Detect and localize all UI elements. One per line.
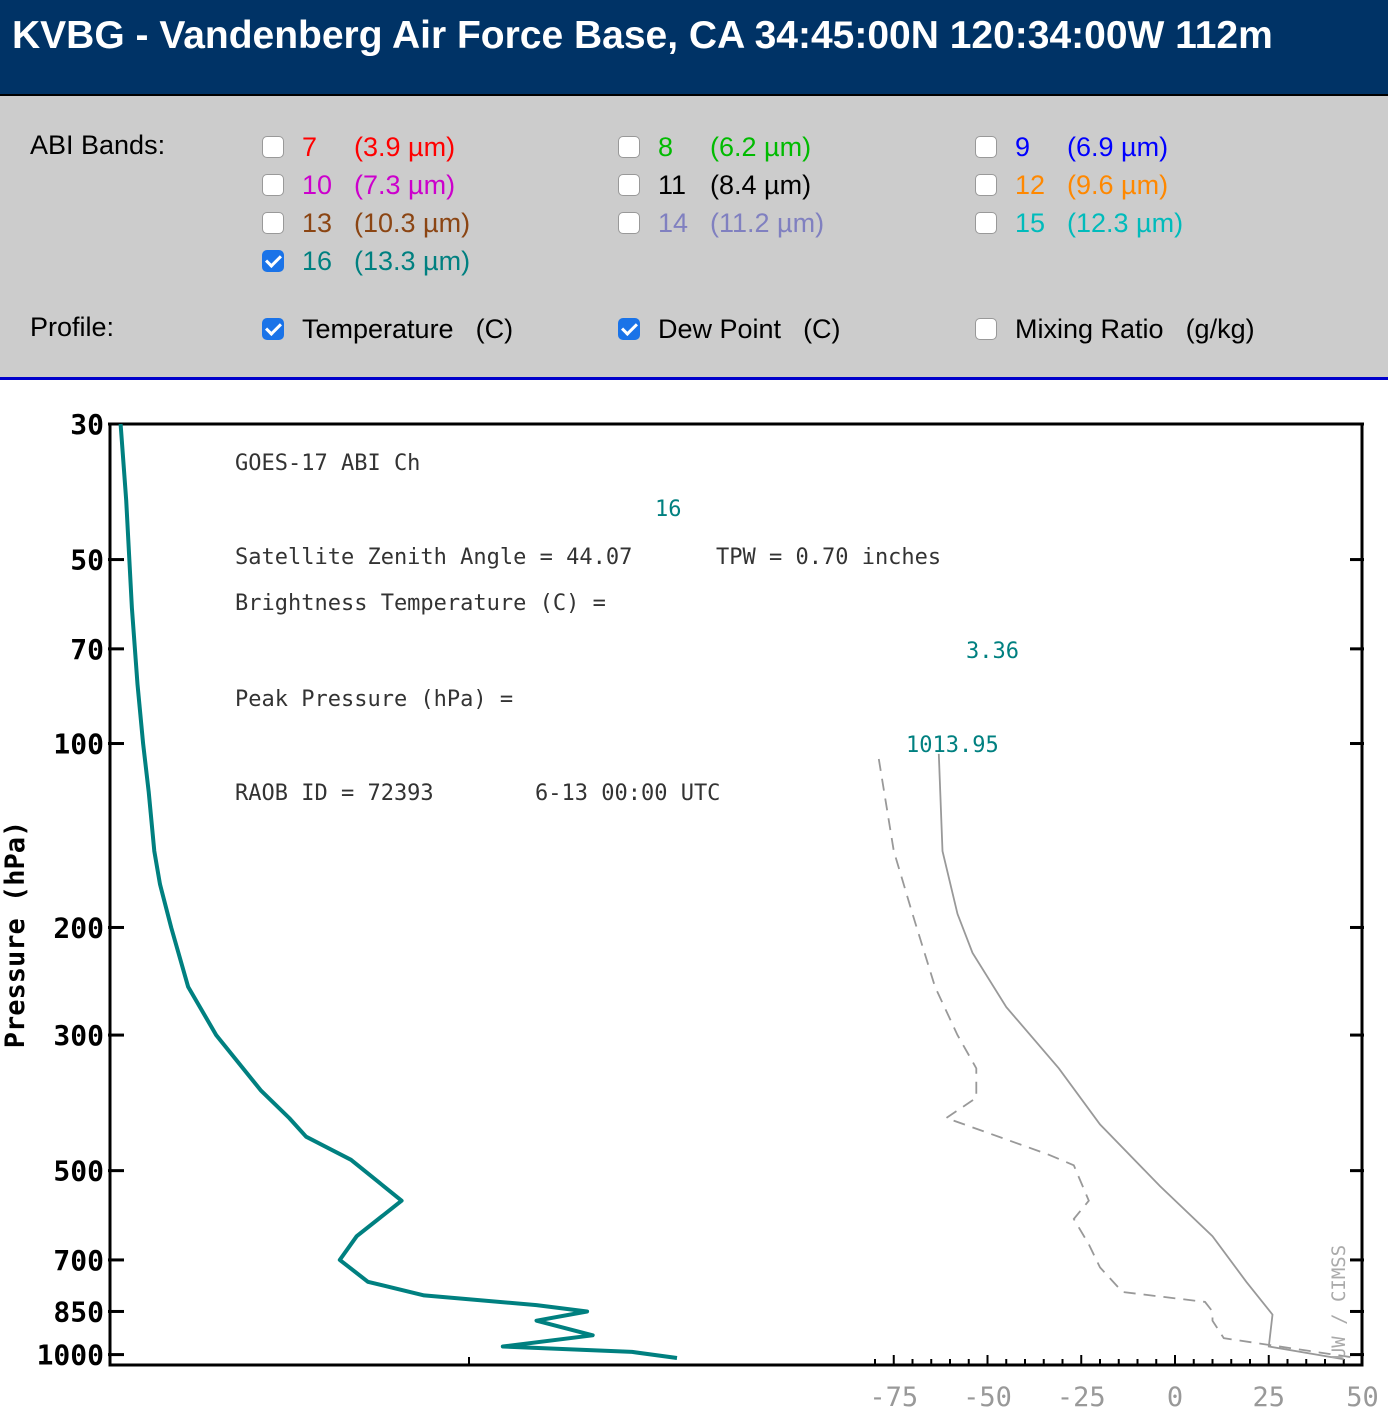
satellite-label: GOES-17 ABI Ch <box>235 451 420 476</box>
credit-label: UW / CIMSS <box>1328 1245 1350 1359</box>
y-tick-label: 850 <box>53 1295 104 1328</box>
band-checkbox-10[interactable] <box>262 174 284 196</box>
y-axis-title: Pressure (hPa) <box>0 821 31 1049</box>
dewpoint-profile-line <box>877 758 1352 1359</box>
plot-area <box>108 422 1364 1367</box>
peak-pressure-label: Peak Pressure (hPa) = <box>235 687 513 712</box>
band-checkbox-16[interactable] <box>262 250 284 272</box>
y-tick-label: 700 <box>53 1244 104 1277</box>
profile-label: Profile: <box>30 312 115 342</box>
band-wavelength: (6.9 µm) <box>1067 131 1169 162</box>
y-tick-label: 300 <box>53 1019 104 1052</box>
band-option-10[interactable]: 10 (7.3 µm) <box>262 168 455 202</box>
peak-pressure-value: 1013.95 <box>906 733 999 758</box>
band-wavelength: (9.6 µm) <box>1067 169 1169 200</box>
brightness-temp-label: Brightness Temperature (C) = <box>235 591 606 616</box>
band-number: 11 <box>658 169 687 200</box>
band-number: 12 <box>1015 169 1046 200</box>
tpw-label: TPW = 0.70 inches <box>716 545 941 570</box>
x-tick-label: -50 <box>963 1382 1012 1413</box>
station-title: KVBG - Vandenberg Air Force Base, CA 34:… <box>12 14 1273 57</box>
band-number: 14 <box>658 207 689 238</box>
x-tick-label: 0 <box>1167 1382 1183 1413</box>
temperature-profile-line <box>937 753 1344 1361</box>
band-wavelength: (11.2 µm) <box>710 207 825 238</box>
band-wavelength: (8.4 µm) <box>710 169 812 200</box>
brightness-temp-value: 3.36 <box>966 639 1019 664</box>
profile-checkbox[interactable] <box>975 318 997 340</box>
band-option-7[interactable]: 7 (3.9 µm) <box>262 130 455 164</box>
band-checkbox-9[interactable] <box>975 136 997 158</box>
band-option-14[interactable]: 14 (11.2 µm) <box>618 206 824 240</box>
band-option-8[interactable]: 8 (6.2 µm) <box>618 130 811 164</box>
band-wavelength: (10.3 µm) <box>354 207 471 238</box>
y-tick-label: 1000 <box>37 1339 104 1372</box>
band-number: 9 <box>1015 131 1031 162</box>
band-option-13[interactable]: 13 (10.3 µm) <box>262 206 470 240</box>
channel-number: 16 <box>655 497 682 522</box>
profile-checkbox[interactable] <box>618 318 640 340</box>
abi-bands-label: ABI Bands: <box>30 130 166 160</box>
y-tick-label: 70 <box>70 633 104 666</box>
profile-option-dew-point[interactable]: Dew Point (C) <box>618 312 841 346</box>
band-number: 7 <box>302 131 318 162</box>
y-tick-label: 100 <box>53 728 104 761</box>
profile-option-unit: (C) <box>803 313 841 344</box>
band-wavelength: (3.9 µm) <box>354 131 456 162</box>
band-wavelength: (13.3 µm) <box>354 245 471 276</box>
band-number: 8 <box>658 131 674 162</box>
band-number: 15 <box>1015 207 1046 238</box>
raob-id-label: RAOB ID = 72393 <box>235 781 434 806</box>
profile-option-label: Temperature <box>302 313 454 344</box>
band-checkbox-12[interactable] <box>975 174 997 196</box>
band-checkbox-14[interactable] <box>618 212 640 234</box>
y-tick-label: 500 <box>53 1155 104 1188</box>
band-checkbox-11[interactable] <box>618 174 640 196</box>
band-number: 16 <box>302 245 333 276</box>
band-checkbox-8[interactable] <box>618 136 640 158</box>
band-wavelength: (6.2 µm) <box>710 131 812 162</box>
profile-checkbox[interactable] <box>262 318 284 340</box>
page-header: KVBG - Vandenberg Air Force Base, CA 34:… <box>0 0 1388 96</box>
band-number: 10 <box>302 169 333 200</box>
band-option-11[interactable]: 11 (8.4 µm) <box>618 168 811 202</box>
band-checkbox-15[interactable] <box>975 212 997 234</box>
y-tick-label: 200 <box>53 911 104 944</box>
band-checkbox-13[interactable] <box>262 212 284 234</box>
band-wavelength: (12.3 µm) <box>1067 207 1184 238</box>
x-tick-label: -75 <box>869 1382 918 1413</box>
band-option-12[interactable]: 12 (9.6 µm) <box>975 168 1168 202</box>
x-tick-label: 50 <box>1346 1382 1379 1413</box>
profile-option-label: Dew Point <box>658 313 782 344</box>
profile-option-unit: (C) <box>475 313 514 344</box>
x-tick-label: 25 <box>1252 1382 1285 1413</box>
band-checkbox-7[interactable] <box>262 136 284 158</box>
profile-option-temperature[interactable]: Temperature (C) <box>262 312 513 346</box>
weighting-function-line <box>118 423 678 1360</box>
zenith-angle-label: Satellite Zenith Angle = 44.07 <box>235 545 632 570</box>
band-wavelength: (7.3 µm) <box>354 169 456 200</box>
profile-option-label: Mixing Ratio <box>1015 313 1164 344</box>
x-tick-label: -25 <box>1057 1382 1106 1413</box>
raob-time-label: 6-13 00:00 UTC <box>535 781 720 806</box>
y-tick-label: 50 <box>70 544 104 577</box>
band-number: 13 <box>302 207 333 238</box>
y-tick-label: 30 <box>70 408 104 441</box>
band-option-15[interactable]: 15 (12.3 µm) <box>975 206 1183 240</box>
band-option-9[interactable]: 9 (6.9 µm) <box>975 130 1168 164</box>
profile-option-mixing-ratio[interactable]: Mixing Ratio (g/kg) <box>975 312 1255 346</box>
profile-option-unit: (g/kg) <box>1185 313 1255 344</box>
band-option-16[interactable]: 16 (13.3 µm) <box>262 244 470 278</box>
control-panel: ABI Bands: Profile: 7 (3.9 µm) 8 (6.2 µm) 9 (… <box>0 96 1388 380</box>
